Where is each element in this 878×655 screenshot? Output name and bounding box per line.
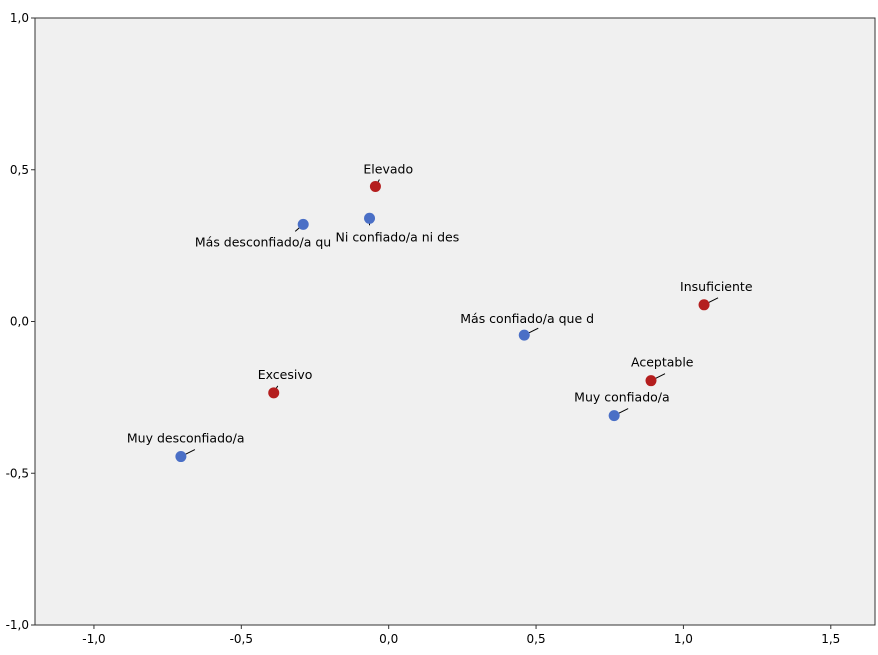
- y-tick-label: 0,0: [10, 315, 29, 329]
- data-point: [645, 375, 657, 387]
- data-point: [268, 387, 280, 399]
- data-point: [297, 218, 309, 230]
- data-points: Más desconfiado/a qu Ni confiado/a ni des…: [127, 161, 753, 463]
- point-label: Muy desconfiado/a: [127, 431, 245, 446]
- y-tick-label: 1,0: [10, 11, 29, 25]
- data-point: [608, 410, 620, 422]
- data-point: [175, 451, 187, 463]
- point-label: Aceptable: [631, 355, 694, 370]
- x-tick-label: 1,5: [821, 632, 840, 646]
- y-tick-label: -1,0: [6, 618, 29, 632]
- data-point: [698, 299, 710, 311]
- x-tick-label: 0,0: [379, 632, 398, 646]
- point-label: Más desconfiado/a qu: [195, 234, 331, 249]
- axes: 1,0 0,5 0,0 -0,5 -1,0 -1,0 -0,5 0,0 0,5 1,0 1,5: [6, 11, 841, 646]
- x-tick-label: -1,0: [82, 632, 105, 646]
- point-label: Elevado: [363, 161, 413, 176]
- point-label: Ni confiado/a ni des: [336, 229, 460, 244]
- x-tick-label: -0,5: [230, 632, 253, 646]
- data-point: [518, 329, 530, 341]
- y-tick-label: -0,5: [6, 466, 29, 480]
- point-label: Muy confiado/a: [574, 390, 670, 405]
- x-tick-label: 0,5: [527, 632, 546, 646]
- point-label: Más confiado/a que d: [460, 311, 594, 326]
- y-tick-label: 0,5: [10, 163, 29, 177]
- plot-area: [34, 17, 876, 626]
- data-point: [369, 180, 381, 192]
- x-tick-label: 1,0: [674, 632, 693, 646]
- data-point: [364, 212, 376, 224]
- point-label: Excesivo: [258, 367, 313, 382]
- point-label: Insuficiente: [680, 279, 753, 294]
